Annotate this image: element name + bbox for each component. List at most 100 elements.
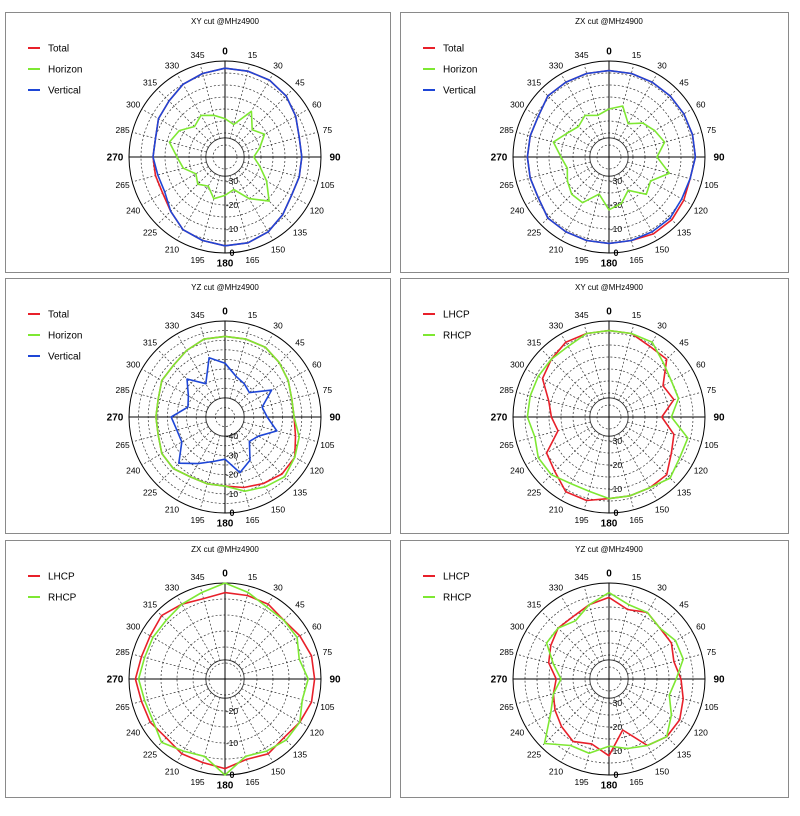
series-line xyxy=(526,69,697,245)
grid-spoke xyxy=(627,131,702,153)
radial-tick-label: -20 xyxy=(226,706,239,716)
angle-tick-label: 265 xyxy=(500,702,514,712)
angle-tick-label: 75 xyxy=(707,647,717,657)
angle-tick-label: 240 xyxy=(126,466,140,476)
angle-tick-label: 225 xyxy=(527,749,541,759)
angle-tick-label: 120 xyxy=(694,206,708,216)
radial-tick-label: 0 xyxy=(229,508,234,518)
angle-tick-label: 90 xyxy=(329,413,341,424)
angle-tick-label: 165 xyxy=(629,515,643,525)
angle-tick-label: 270 xyxy=(491,675,508,686)
angle-tick-label: 30 xyxy=(657,61,667,71)
angle-tick-label: 210 xyxy=(549,244,563,254)
series-line xyxy=(541,329,675,502)
angle-tick-label: 265 xyxy=(116,440,130,450)
legend-label: Horizon xyxy=(48,331,82,342)
angle-tick-label: 330 xyxy=(549,583,563,593)
grid-spoke xyxy=(516,131,591,153)
angle-tick-label: 150 xyxy=(655,244,669,254)
angle-tick-label: 285 xyxy=(500,647,514,657)
radial-tick-label: -20 xyxy=(610,200,623,210)
grid-spoke xyxy=(525,630,593,670)
grid-spoke xyxy=(229,435,251,510)
angle-tick-label: 90 xyxy=(713,675,725,686)
radial-tick-label: -20 xyxy=(226,200,239,210)
angle-tick-label: 135 xyxy=(293,487,307,497)
grid-spoke xyxy=(238,430,294,486)
grid-spoke xyxy=(525,166,593,206)
grid-spoke xyxy=(540,430,596,486)
angle-tick-label: 240 xyxy=(510,466,524,476)
legend-label: RHCP xyxy=(48,593,77,604)
grid-spoke xyxy=(238,610,294,666)
angle-tick-label: 15 xyxy=(632,572,642,582)
legend-label: LHCP xyxy=(443,310,470,321)
grid-spoke xyxy=(238,88,294,144)
grid-spoke xyxy=(560,695,600,763)
grid-spoke xyxy=(243,421,318,443)
angle-tick-label: 60 xyxy=(312,360,322,370)
series-line xyxy=(137,582,310,776)
grid-spoke xyxy=(199,175,221,250)
grid-spoke xyxy=(238,170,294,226)
polar-chart: ZX cut @MHz4900 0 15 30 45 60 75 90 105 120 135 150… xyxy=(423,17,725,270)
angle-tick-label: 135 xyxy=(677,227,691,237)
radial-tick-label: -10 xyxy=(226,489,239,499)
legend-label: Vertical xyxy=(48,86,81,97)
grid-spoke xyxy=(243,683,318,705)
radial-tick-label: -10 xyxy=(226,224,239,234)
angle-tick-label: 180 xyxy=(601,781,618,792)
grid-spoke xyxy=(156,88,212,144)
angle-tick-label: 195 xyxy=(190,777,204,787)
angle-tick-label: 0 xyxy=(606,47,612,58)
grid-spoke xyxy=(141,426,209,466)
angle-tick-label: 150 xyxy=(271,244,285,254)
chart-panel-yz-cut-pol: YZ cut @MHz4900 0 15 30 45 60 75 90 105 120 135 150… xyxy=(5,278,391,534)
legend-label: LHCP xyxy=(443,572,470,583)
angle-tick-label: 105 xyxy=(704,702,718,712)
angle-tick-label: 45 xyxy=(295,338,305,348)
angle-tick-label: 315 xyxy=(527,600,541,610)
angle-tick-label: 265 xyxy=(500,180,514,190)
angle-tick-label: 180 xyxy=(601,259,618,270)
grid-spoke xyxy=(132,421,207,443)
radial-tick-label: -10 xyxy=(610,224,623,234)
radial-tick-label: 0 xyxy=(613,248,618,258)
grid-spoke xyxy=(560,433,600,501)
angle-tick-label: 165 xyxy=(245,255,259,265)
radial-tick-label: -30 xyxy=(226,176,239,186)
angle-tick-label: 300 xyxy=(510,100,524,110)
angle-tick-label: 300 xyxy=(126,100,140,110)
grid-spoke xyxy=(199,435,221,510)
grid-spoke xyxy=(622,170,678,226)
angle-tick-label: 345 xyxy=(574,50,588,60)
angle-tick-label: 120 xyxy=(694,466,708,476)
angle-tick-label: 300 xyxy=(126,622,140,632)
angle-tick-label: 75 xyxy=(707,385,717,395)
angle-tick-label: 45 xyxy=(679,78,689,88)
angle-tick-label: 90 xyxy=(329,675,341,686)
angle-tick-label: 265 xyxy=(500,440,514,450)
angle-tick-label: 300 xyxy=(510,622,524,632)
angle-tick-label: 315 xyxy=(143,338,157,348)
series-line xyxy=(168,110,270,202)
grid-spoke xyxy=(540,170,596,226)
chart-title: YZ cut @MHz4900 xyxy=(575,545,643,554)
chart-panel-yz-cut-cp: YZ cut @MHz4900 0 15 30 45 60 75 90 105 120 135 150… xyxy=(400,540,789,798)
grid-spoke xyxy=(540,610,596,666)
grid-spoke xyxy=(560,73,600,141)
grid-spoke xyxy=(618,333,658,401)
angle-tick-label: 285 xyxy=(500,125,514,135)
grid-spoke xyxy=(176,333,216,401)
grid-spoke xyxy=(618,595,658,663)
angle-tick-label: 345 xyxy=(190,572,204,582)
angle-tick-label: 150 xyxy=(271,504,285,514)
angle-tick-label: 105 xyxy=(704,180,718,190)
angle-tick-label: 330 xyxy=(165,321,179,331)
grid-spoke xyxy=(540,88,596,144)
grid-spoke xyxy=(234,695,274,763)
angle-tick-label: 210 xyxy=(549,766,563,776)
grid-spoke xyxy=(229,586,251,661)
angle-tick-label: 30 xyxy=(273,61,283,71)
angle-tick-label: 285 xyxy=(116,385,130,395)
